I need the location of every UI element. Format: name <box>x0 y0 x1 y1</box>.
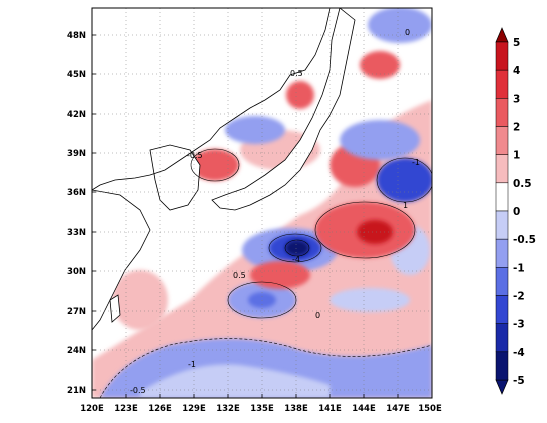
colorbar-label: -0.5 <box>513 234 536 246</box>
y-tick-label: 42N <box>67 110 86 120</box>
colorbar-label: 5 <box>513 37 520 49</box>
colorbar-segment <box>495 210 509 240</box>
korea-peninsula <box>149 144 201 211</box>
colorbar-label: 0 <box>513 206 520 218</box>
continent-mainland <box>92 8 330 190</box>
colorbar-label: -2 <box>513 291 525 303</box>
x-tick-label: 150E <box>418 404 442 414</box>
japan-islands <box>211 8 356 211</box>
y-axis: 21N 24N 27N 30N 33N 36N 39N 42N 45N 48N <box>67 31 96 396</box>
contour-label: 0.5 <box>290 69 303 78</box>
colorbar-label: 4 <box>513 65 520 77</box>
colorbar-segment <box>495 267 509 296</box>
colorbar-segment <box>495 69 509 99</box>
contour-label: 1 <box>403 201 408 210</box>
x-tick-label: 138E <box>284 404 308 414</box>
colorbar-segment <box>495 41 509 71</box>
x-tick-label: 135E <box>250 404 274 414</box>
y-tick-label: 21N <box>67 386 86 396</box>
colorbar-label: -5 <box>513 375 525 387</box>
colorbar-label: -3 <box>513 319 525 331</box>
colorbar: 5 4 3 2 1 0.5 0 -0.5 -1 -2 -3 -4 -5 <box>495 27 536 395</box>
y-tick-label: 30N <box>67 267 86 277</box>
y-tick-label: 24N <box>67 346 86 356</box>
colorbar-top-arrow <box>495 27 509 43</box>
contour-label: -1 <box>188 360 196 369</box>
y-tick-label: 39N <box>67 149 86 159</box>
colorbar-label: 2 <box>513 122 520 134</box>
colorbar-segment <box>495 126 509 155</box>
y-tick-label: 36N <box>67 188 86 198</box>
taiwan <box>109 294 121 323</box>
x-tick-label: 141E <box>318 404 342 414</box>
y-tick-label: 33N <box>67 228 86 238</box>
colorbar-segment <box>495 154 509 184</box>
colorbar-segment <box>495 182 509 212</box>
contour-label: 0 <box>405 28 410 37</box>
contour-label: -0.5 <box>187 151 203 160</box>
x-tick-label: 120E <box>80 404 104 414</box>
y-tick-label: 27N <box>67 307 86 317</box>
colorbar-label: -1 <box>513 262 525 274</box>
contour-label: -1 <box>412 158 420 167</box>
china-coast <box>92 189 151 331</box>
contour-label: 0 <box>315 311 320 320</box>
colorbar-segment <box>495 238 509 268</box>
colorbar-label: 3 <box>513 93 520 105</box>
colorbar-segment <box>495 295 509 324</box>
x-tick-label: 132E <box>216 404 240 414</box>
x-axis: 120E 123E 126E 129E 132E 135E 138E 141E … <box>80 394 442 414</box>
x-tick-label: 144E <box>352 404 376 414</box>
colorbar-label: 1 <box>513 150 520 162</box>
x-tick-label: 147E <box>386 404 410 414</box>
colorbar-label: 0.5 <box>513 178 532 190</box>
y-tick-label: 48N <box>67 31 86 41</box>
x-tick-label: 126E <box>148 404 172 414</box>
colorbar-bottom-arrow <box>495 379 509 395</box>
colorbar-segment <box>495 98 509 127</box>
contour-label: 0.5 <box>233 271 246 280</box>
anomaly-field: 0.5 0 -0.5 -1 -4 1 0.5 0 -0.5 -1 <box>92 8 432 398</box>
colorbar-label: -4 <box>513 347 525 359</box>
contour-label: -0.5 <box>130 386 146 395</box>
colorbar-segment <box>495 351 509 381</box>
contour-label: -4 <box>292 255 300 264</box>
x-tick-label: 129E <box>182 404 206 414</box>
x-tick-label: 123E <box>114 404 138 414</box>
y-tick-label: 45N <box>67 70 86 80</box>
colorbar-segment <box>495 323 509 353</box>
